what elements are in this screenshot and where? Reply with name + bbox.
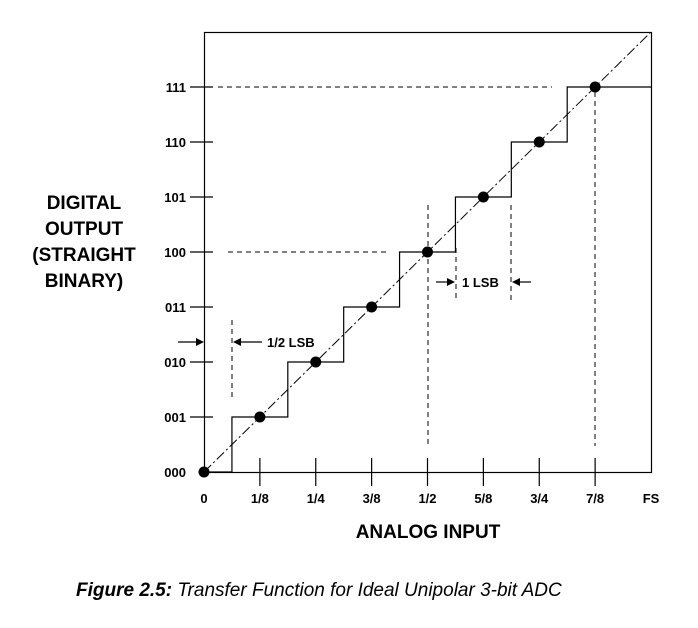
x-tick-label-6: 3/4: [530, 491, 549, 506]
half-lsb-label: 1/2 LSB: [267, 335, 315, 350]
x-tick-label-2: 1/4: [307, 491, 326, 506]
code-point-110: [533, 136, 545, 148]
code-point-011: [366, 301, 378, 313]
y-axis: 000 001 010 011 100 101 110 111: [164, 80, 213, 480]
y-axis-title: DIGITAL OUTPUT (STRAIGHT BINARY): [32, 193, 136, 292]
figure-caption: Figure 2.5: Transfer Function for Ideal …: [76, 580, 562, 601]
x-tick-label-3: 3/8: [363, 491, 381, 506]
half-lsb-left-arrowhead: [196, 338, 204, 346]
y-axis-title-line-4: BINARY): [45, 271, 123, 292]
half-lsb-annotation: 1/2 LSB: [178, 335, 315, 350]
y-tick-label-011: 011: [165, 300, 186, 315]
y-tick-label-010: 010: [164, 355, 186, 370]
caption-text: Transfer Function for Ideal Unipolar 3-b…: [172, 580, 562, 601]
code-point-001: [254, 411, 266, 423]
x-tick-label-7: 7/8: [586, 491, 604, 506]
x-tick-label-4: 1/2: [418, 491, 436, 506]
code-point-101: [477, 191, 489, 203]
one-lsb-left-arrowhead: [447, 278, 455, 286]
y-tick-label-001: 001: [164, 410, 186, 425]
caption-label: Figure 2.5:: [76, 580, 172, 601]
code-point-000: [198, 466, 210, 478]
code-point-100: [422, 246, 433, 258]
x-tick-label-5: 5/8: [474, 491, 492, 506]
x-axis-title: ANALOG INPUT: [356, 522, 501, 543]
dashed-guides: [218, 86, 596, 446]
y-tick-label-100: 100: [164, 245, 186, 260]
y-axis-title-line-2: OUTPUT: [45, 219, 124, 240]
code-points: [198, 81, 601, 478]
one-lsb-annotation: 1 LSB: [436, 275, 531, 290]
y-tick-label-110: 110: [165, 135, 186, 150]
one-lsb-label: 1 LSB: [462, 275, 499, 290]
x-axis: 0 1/8 1/4 3/8 1/2 5/8 3/4 7/8 FS: [200, 458, 660, 506]
y-axis-title-line-3: (STRAIGHT: [32, 245, 136, 266]
x-tick-label-1: 1/8: [251, 491, 269, 506]
y-tick-label-111: 111: [166, 80, 186, 95]
x-tick-label-0: 0: [200, 491, 207, 506]
y-tick-label-000: 000: [164, 465, 186, 480]
half-lsb-right-arrowhead: [233, 338, 241, 346]
y-tick-label-101: 101: [164, 190, 186, 205]
code-point-111: [589, 81, 601, 93]
one-lsb-right-arrowhead: [512, 278, 520, 286]
x-tick-label-8: FS: [643, 491, 660, 506]
y-axis-title-line-1: DIGITAL: [47, 193, 122, 214]
code-point-010: [310, 356, 322, 368]
